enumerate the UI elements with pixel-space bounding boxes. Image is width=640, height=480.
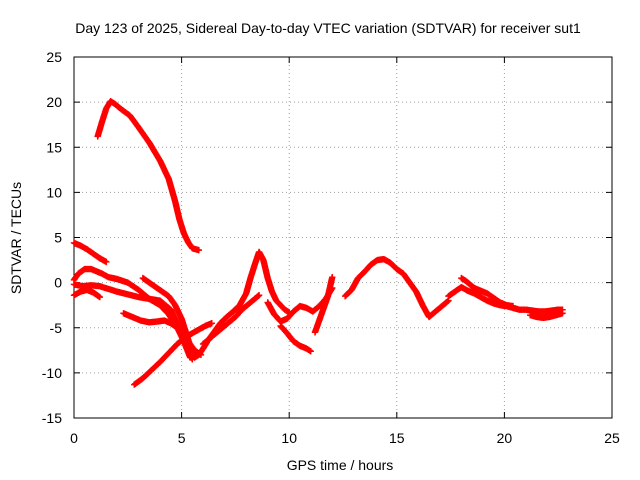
y-axis-label: SDTVAR / TECUs [8, 182, 24, 294]
chart-title: Day 123 of 2025, Sidereal Day-to-day VTE… [75, 20, 581, 36]
x-axis-label: GPS time / hours [287, 457, 394, 473]
y-tick-label: 5 [54, 230, 62, 246]
x-tick-label: 25 [604, 430, 620, 446]
data-point [307, 348, 314, 355]
y-tick-label: -10 [42, 365, 62, 381]
data-point [444, 298, 451, 305]
series-arc-12 [311, 274, 336, 336]
axis-ticks [73, 56, 613, 419]
y-tick-label: 0 [54, 275, 62, 291]
data-point [208, 320, 215, 327]
y-tick-label: 20 [46, 94, 62, 110]
x-tick-labels: 0 5 10 15 20 25 [70, 430, 620, 446]
x-tick-label: 15 [389, 430, 405, 446]
series-arc-16 [527, 310, 566, 322]
x-tick-label: 10 [281, 430, 297, 446]
series-arc-11 [277, 322, 314, 355]
data-point [509, 302, 517, 310]
x-tick-label: 5 [178, 430, 186, 446]
y-tick-label: 15 [46, 139, 62, 155]
data-point [96, 293, 104, 301]
data-point [255, 292, 263, 299]
data-point [195, 246, 203, 254]
x-tick-label: 0 [70, 430, 78, 446]
series-arc-5 [70, 286, 104, 301]
y-tick-label: -5 [50, 320, 63, 336]
data-point [559, 310, 566, 317]
data-point [329, 274, 336, 281]
series-arc-14 [445, 283, 566, 315]
x-tick-label: 20 [497, 430, 513, 446]
series-arc-7 [131, 320, 215, 388]
y-tick-label: 10 [46, 184, 62, 200]
series-arc-2 [70, 239, 110, 266]
series-arc-9 [199, 292, 263, 348]
y-tick-label: -15 [42, 410, 62, 426]
y-tick-label: 25 [46, 49, 62, 65]
series-arc-1 [94, 98, 203, 254]
grid [74, 57, 612, 418]
data-point [103, 258, 110, 266]
series-arc-15 [458, 274, 517, 310]
y-tick-labels: -15 -10 -5 0 5 10 15 20 25 [42, 49, 62, 426]
series-arc-13 [341, 255, 452, 321]
data-points [70, 98, 566, 388]
